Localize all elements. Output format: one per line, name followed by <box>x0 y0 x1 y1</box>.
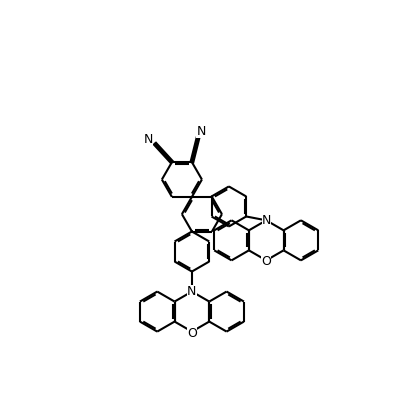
Text: N: N <box>197 125 206 138</box>
Text: N: N <box>187 285 197 298</box>
Text: N: N <box>262 214 271 227</box>
Text: N: N <box>143 133 153 146</box>
Text: O: O <box>187 326 197 340</box>
Text: O: O <box>261 255 271 268</box>
